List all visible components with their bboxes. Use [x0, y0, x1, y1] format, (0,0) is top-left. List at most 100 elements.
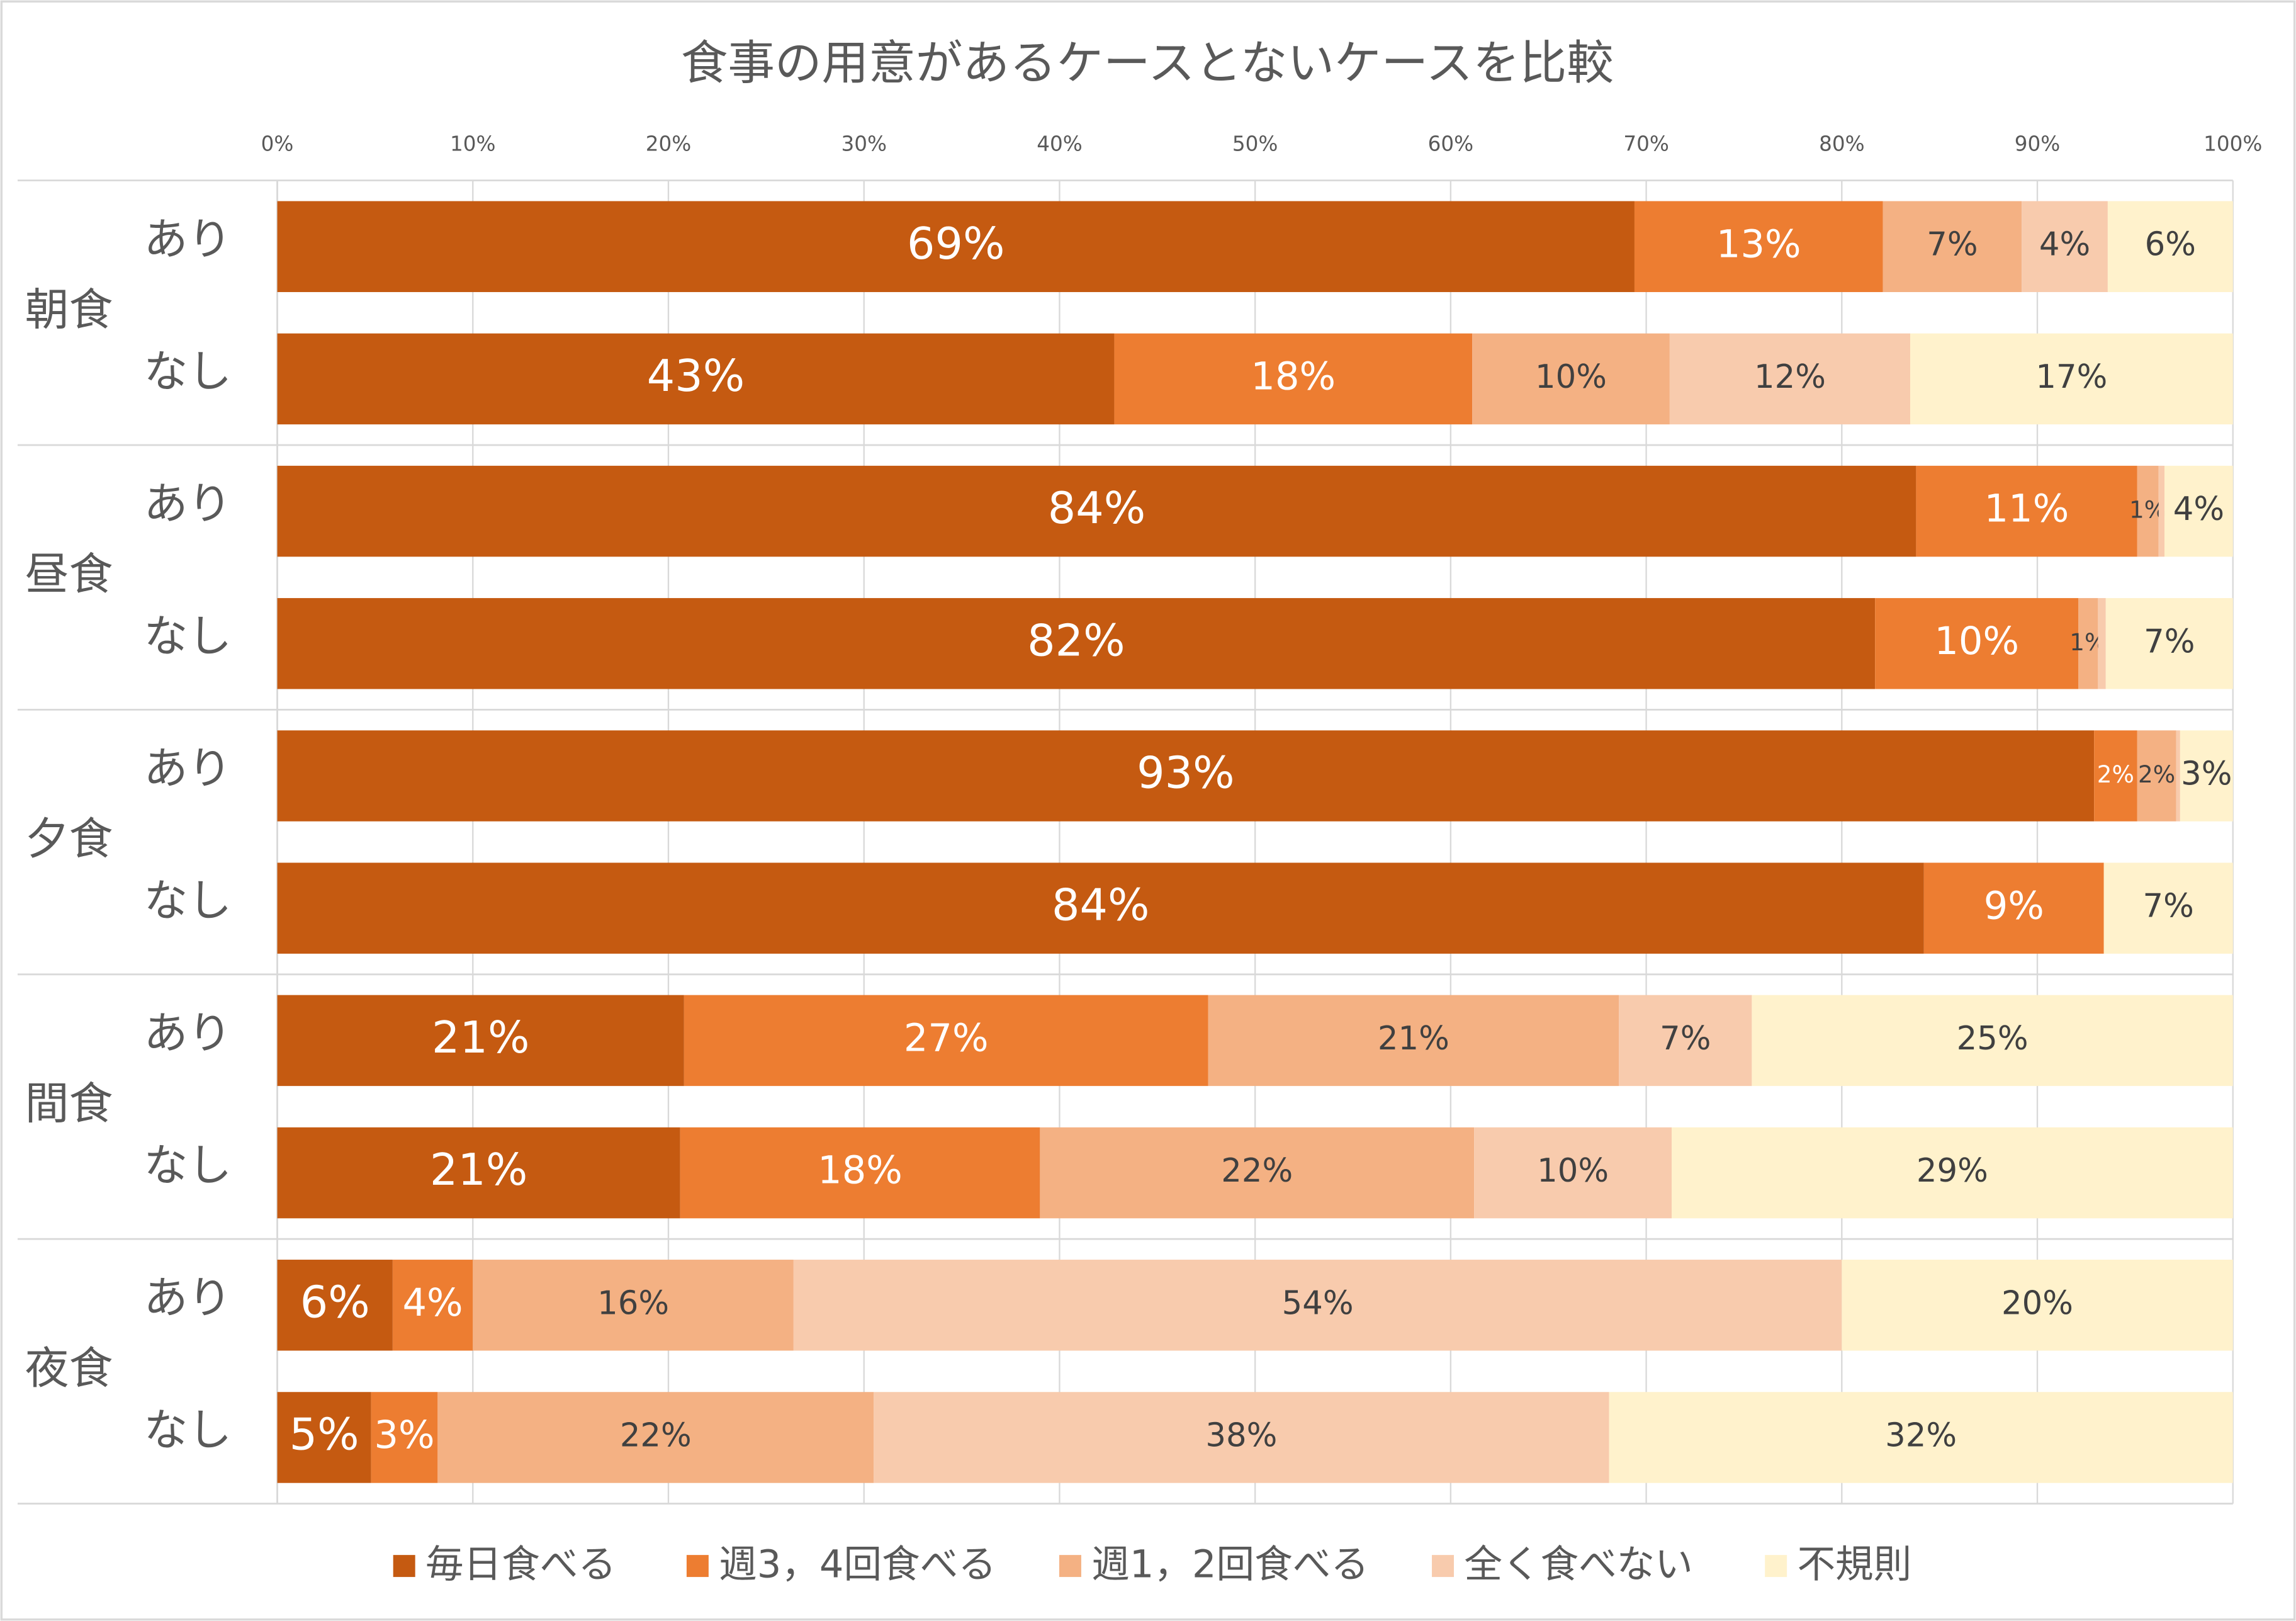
- bar-segment: [793, 1260, 1842, 1351]
- x-tick-label: 50%: [1232, 132, 1278, 156]
- bar-segment: [1040, 1127, 1475, 1219]
- x-tick-label: 20%: [646, 132, 691, 156]
- legend-swatch: [686, 1555, 709, 1578]
- data-label: 10%: [1535, 358, 1607, 396]
- bar-segment: [2137, 465, 2159, 557]
- data-label: 18%: [1251, 355, 1336, 399]
- data-label: 20%: [2001, 1284, 2073, 1322]
- y-tick-label: なし: [144, 1140, 232, 1191]
- x-tick-label: 60%: [1428, 132, 1473, 156]
- bar-segment: [2105, 598, 2233, 689]
- bar-segment: [2094, 730, 2137, 822]
- data-label: 38%: [1205, 1416, 1277, 1454]
- bar-segment: [1114, 333, 1473, 425]
- data-label: 25%: [1957, 1020, 2029, 1058]
- group-label: 間食: [25, 1078, 113, 1129]
- y-tick-label: なし: [144, 346, 232, 397]
- data-label: 18%: [818, 1149, 903, 1193]
- data-label: 17%: [2035, 358, 2107, 396]
- data-label: 5%: [290, 1409, 359, 1460]
- x-tick-label: 10%: [450, 132, 495, 156]
- data-label: 21%: [432, 1012, 529, 1063]
- data-label: 7%: [2144, 623, 2195, 660]
- bar-segment: [1474, 1127, 1672, 1219]
- bar-segment: [1634, 201, 1883, 292]
- legend-swatch: [1765, 1555, 1787, 1578]
- x-tick-label: 0%: [261, 132, 294, 156]
- legend-swatch: [393, 1555, 415, 1578]
- data-label: 21%: [430, 1144, 527, 1195]
- bar-segment: [371, 1392, 438, 1483]
- bar-segment: [277, 730, 2095, 822]
- group-label: 夜食: [25, 1343, 113, 1394]
- legend-label: 不規則: [1797, 1542, 1911, 1586]
- y-tick-label: あり: [144, 743, 232, 794]
- bar-segment: [277, 465, 1916, 557]
- data-label: 16%: [597, 1284, 669, 1322]
- bar-segment: [2176, 730, 2180, 822]
- y-tick-label: あり: [144, 1272, 232, 1323]
- legend-label: 全く食べない: [1464, 1542, 1693, 1586]
- data-label: 29%: [1916, 1152, 1988, 1190]
- data-label: 4%: [403, 1281, 463, 1325]
- legend-swatch: [1432, 1555, 1455, 1578]
- data-label: 9%: [1984, 884, 2044, 928]
- bar-segment: [2098, 598, 2106, 689]
- bar-segment: [874, 1392, 1609, 1483]
- bar-segment: [277, 1392, 371, 1483]
- legend-label: 週1，2回食べる: [1091, 1542, 1369, 1586]
- data-label: 54%: [1282, 1284, 1354, 1322]
- bar-segment: [277, 201, 1635, 292]
- y-tick-label: あり: [144, 478, 232, 529]
- bar-segment: [2137, 730, 2176, 822]
- bar-segment: [1671, 1127, 2233, 1219]
- data-label: 2%: [2097, 760, 2134, 788]
- bar-segment: [680, 1127, 1040, 1219]
- bar-segment: [473, 1260, 794, 1351]
- data-label: 12%: [1754, 358, 1826, 396]
- data-label: 10%: [1537, 1152, 1609, 1190]
- bar-segment: [1208, 995, 1619, 1087]
- bar-segment: [2022, 201, 2108, 292]
- data-label: 32%: [1885, 1416, 1957, 1454]
- data-label: 7%: [1927, 226, 1978, 264]
- data-label: 13%: [1716, 222, 1801, 266]
- bar-segment: [1752, 995, 2233, 1087]
- x-tick-label: 80%: [1819, 132, 1864, 156]
- y-tick-label: あり: [144, 214, 232, 265]
- data-label: 21%: [1378, 1020, 1449, 1058]
- y-tick-label: なし: [144, 611, 232, 662]
- data-label: 2%: [2138, 760, 2175, 788]
- bar-segment: [2103, 862, 2233, 954]
- bar-segment: [2107, 201, 2233, 292]
- bar-segment: [2180, 730, 2233, 822]
- bar-segment: [277, 1127, 680, 1219]
- group-label: 夕食: [25, 814, 113, 865]
- x-tick-label: 30%: [841, 132, 886, 156]
- bar-segment: [437, 1392, 874, 1483]
- bar-segment: [2078, 598, 2098, 689]
- data-label: 22%: [1221, 1152, 1293, 1190]
- x-tick-label: 100%: [2203, 132, 2262, 156]
- data-label: 7%: [2143, 888, 2194, 925]
- data-label: 3%: [2181, 755, 2232, 793]
- bar-segment: [684, 995, 1208, 1087]
- bar-segment: [1910, 333, 2233, 425]
- bar-segment: [277, 862, 1924, 954]
- bar-segment: [277, 1260, 393, 1351]
- data-label: 93%: [1137, 748, 1234, 799]
- bar-segment: [1472, 333, 1670, 425]
- data-label: 84%: [1052, 880, 1149, 931]
- bar-segment: [1842, 1260, 2233, 1351]
- data-label: 10%: [1934, 619, 2019, 664]
- group-label: 朝食: [25, 285, 113, 336]
- bar-segment: [1609, 1392, 2233, 1483]
- data-label: 82%: [1027, 615, 1125, 666]
- bar-segment: [2164, 465, 2233, 557]
- legend-swatch: [1059, 1555, 1081, 1578]
- bar-segment: [1669, 333, 1911, 425]
- y-tick-label: あり: [144, 1008, 232, 1059]
- legend-label: 週3，4回食べる: [719, 1542, 996, 1586]
- bar-segment: [277, 598, 1876, 689]
